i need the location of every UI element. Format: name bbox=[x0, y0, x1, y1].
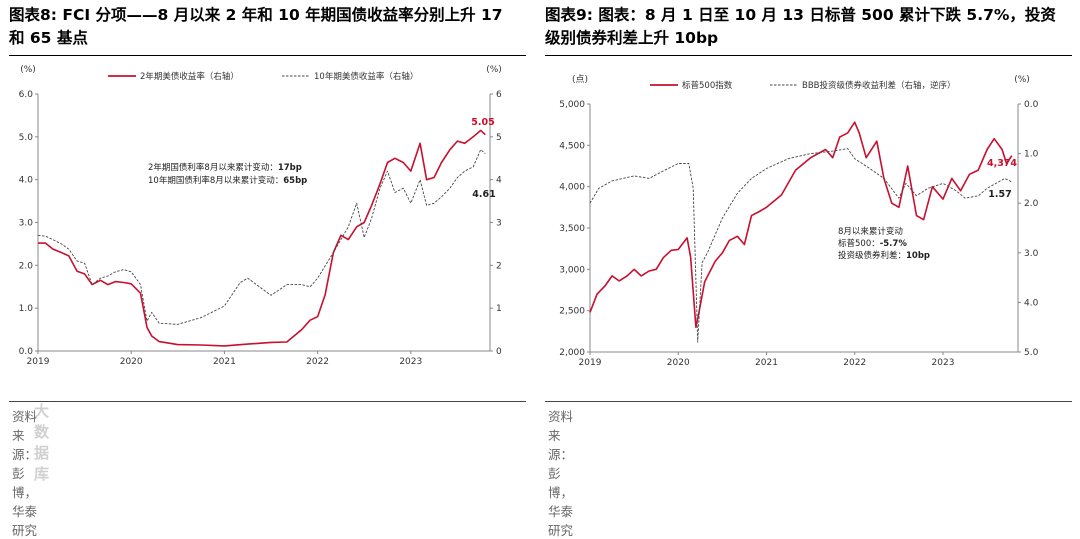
right-legend-label-2: BBB投资级债券收益利差（右轴，逆序） bbox=[802, 80, 956, 91]
left-chart: (%) (%) 0.0 1.0 2.0 3.0 4.0 5.0 6.0 0 1 2 3 4 5 6 2019 20… bbox=[19, 65, 502, 367]
right-right-tick-label: 4.0 bbox=[1024, 298, 1039, 308]
right-title-line-2: 级别债券利差上升 10bp bbox=[545, 29, 719, 47]
right-note-line-3: 投资级债券利差：10bp bbox=[838, 250, 930, 261]
left-title-line-1: 图表8: FCI 分项——8 月以来 2 年和 10 年期国债收益率分别上升 1… bbox=[9, 6, 503, 24]
right-note-line-2: 标普500：-5.7% bbox=[838, 238, 907, 249]
left-right-tick-label: 3 bbox=[496, 219, 502, 229]
left-right-tick-label: 5 bbox=[496, 133, 502, 143]
left-legend-label-2: 10年期美债收益率（右轴） bbox=[314, 71, 418, 82]
right-title-rule bbox=[545, 55, 1072, 56]
right-left-tick-label: 3,000 bbox=[559, 265, 585, 275]
right-left-tick-label: 3,500 bbox=[559, 224, 585, 234]
left-right-tick-label: 6 bbox=[496, 90, 502, 100]
right-source: 资料来源：彭博，华泰研究 bbox=[548, 409, 574, 538]
left-left-unit: (%) bbox=[20, 65, 36, 75]
right-chart: (点) (%) 2,000 2,500 3,000 3,500 4,000 4,500 5,00… bbox=[559, 74, 1039, 368]
right-note-label-1: 8月以来累计变动 bbox=[838, 226, 903, 237]
left-left-tick-label: 1.0 bbox=[19, 304, 34, 314]
right-note-label-3: 投资级债券利差： bbox=[838, 250, 906, 261]
left-x-tick-label: 2023 bbox=[399, 357, 422, 367]
right-note-value-3: 10bp bbox=[906, 251, 930, 261]
left-right-tick-label: 1 bbox=[496, 304, 502, 314]
left-note-value-1: 17bp bbox=[278, 163, 302, 173]
left-left-tick-label: 2.0 bbox=[19, 261, 34, 271]
right-x-tick-label: 2019 bbox=[579, 358, 602, 368]
right-left-tick-label: 4,000 bbox=[559, 183, 585, 193]
right-left-tick-label: 4,500 bbox=[559, 141, 585, 151]
left-end-value-label-1: 5.05 bbox=[471, 117, 494, 128]
left-left-tick-label: 5.0 bbox=[19, 133, 34, 143]
left-note-label-1: 2年期国债利率8月以来累计变动： bbox=[148, 162, 278, 173]
left-x-tick-label: 2022 bbox=[306, 357, 329, 367]
left-note-line-2: 10年期国债利率8月以来累计变动：65bp bbox=[148, 175, 307, 186]
left-x-tick-label: 2019 bbox=[27, 357, 50, 367]
right-note-label-2: 标普500： bbox=[838, 238, 880, 249]
right-source-rule bbox=[545, 401, 1072, 402]
right-left-tick-label: 5,000 bbox=[559, 100, 585, 110]
right-title-line-1: 图表9: 图表：8 月 1 日至 10 月 13 日标普 500 累计下跌 5.… bbox=[545, 6, 1056, 24]
right-right-tick-label: 5.0 bbox=[1024, 348, 1039, 358]
left-left-tick-label: 0.0 bbox=[19, 347, 34, 357]
right-x-tick-label: 2022 bbox=[843, 358, 866, 368]
left-title-rule bbox=[9, 55, 526, 56]
right-x-tick-label: 2021 bbox=[755, 358, 778, 368]
right-chart-title: 图表9: 图表：8 月 1 日至 10 月 13 日标普 500 累计下跌 5.… bbox=[545, 4, 1080, 50]
right-left-tick-label: 2,500 bbox=[559, 307, 585, 317]
right-left-unit: (点) bbox=[572, 74, 588, 85]
right-series-1-line bbox=[589, 121, 1013, 328]
right-right-tick-label: 0.0 bbox=[1024, 100, 1039, 110]
left-right-tick-label: 0 bbox=[496, 347, 502, 357]
right-x-tick-label: 2023 bbox=[932, 358, 955, 368]
right-right-tick-label: 1.0 bbox=[1024, 150, 1039, 160]
left-note-line-1: 2年期国债利率8月以来累计变动：17bp bbox=[148, 162, 302, 173]
left-right-unit: (%) bbox=[486, 65, 502, 75]
right-note-line-1: 8月以来累计变动 bbox=[838, 226, 903, 237]
right-x-tick-label: 2020 bbox=[667, 358, 690, 368]
right-legend-label-1: 标普500指数 bbox=[682, 80, 733, 91]
left-x-tick-label: 2021 bbox=[213, 357, 236, 367]
right-series-2-line bbox=[589, 148, 1013, 343]
right-left-tick-label: 2,000 bbox=[559, 348, 585, 358]
left-right-tick-label: 2 bbox=[496, 261, 502, 271]
left-series-2-line bbox=[37, 149, 486, 325]
left-series-1-line bbox=[38, 129, 486, 347]
left-source-rule bbox=[9, 401, 526, 402]
right-end-value-label-1: 4,374 bbox=[987, 158, 1017, 169]
right-right-tick-label: 3.0 bbox=[1024, 249, 1039, 259]
left-chart-title: 图表8: FCI 分项——8 月以来 2 年和 10 年期国债收益率分别上升 1… bbox=[9, 4, 534, 50]
right-end-value-label-2: 1.57 bbox=[988, 189, 1011, 200]
left-left-tick-label: 3.0 bbox=[19, 219, 34, 229]
left-legend-label-1: 2年期美债收益率（右轴） bbox=[140, 71, 239, 82]
left-note-value-2: 65bp bbox=[283, 176, 307, 186]
left-left-tick-label: 4.0 bbox=[19, 176, 34, 186]
left-end-value-label-2: 4.61 bbox=[472, 189, 495, 200]
watermark-text: 大数据库 bbox=[34, 402, 52, 483]
left-x-tick-label: 2020 bbox=[120, 357, 143, 367]
right-right-unit: (%) bbox=[1014, 75, 1030, 85]
left-note-label-2: 10年期国债利率8月以来累计变动： bbox=[148, 175, 283, 186]
right-right-tick-label: 2.0 bbox=[1024, 199, 1039, 209]
right-note-value-2: -5.7% bbox=[880, 239, 908, 249]
left-left-tick-label: 6.0 bbox=[19, 90, 34, 100]
left-title-line-2: 和 65 基点 bbox=[9, 29, 88, 47]
left-right-tick-label: 4 bbox=[496, 176, 502, 186]
